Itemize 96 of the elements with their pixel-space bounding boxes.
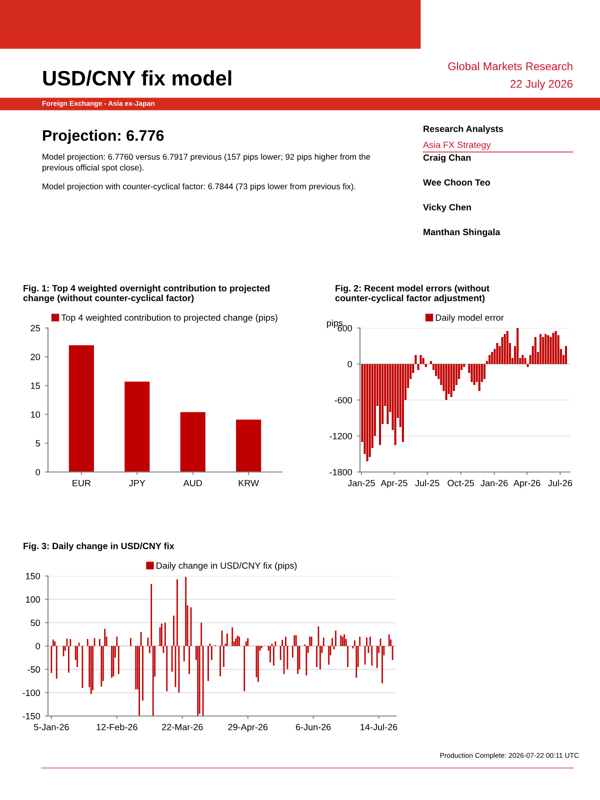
bar xyxy=(180,412,206,472)
x-tick-label: 12-Feb-26 xyxy=(96,724,138,730)
y-tick-label: -50 xyxy=(28,666,40,673)
bar xyxy=(473,364,476,385)
chart-title: Fig. 2: Recent model errors (without counter-cyclical factor adjustment) xyxy=(335,284,490,303)
y-tick-label: 50 xyxy=(30,620,40,626)
text: Model projection: 6.7760 versus 6.7917 previous (157 pips lower; 92 pips higher from the previous official spot close). xyxy=(42,154,370,172)
bar xyxy=(522,355,524,364)
bar xyxy=(368,364,371,457)
x-tick-label: Oct-25 xyxy=(448,480,474,486)
bar xyxy=(552,332,554,364)
bar xyxy=(501,337,504,364)
y-tick-label: -150 xyxy=(22,712,40,720)
text: 22 July 2026 xyxy=(510,80,573,90)
x-tick-label: Jul-25 xyxy=(415,480,440,486)
bar xyxy=(450,364,452,397)
x-tick-label: Jan-26 xyxy=(480,480,508,486)
bar xyxy=(366,364,368,462)
bar xyxy=(526,364,529,367)
bar xyxy=(491,352,494,364)
y-tick-label: -1200 xyxy=(330,432,352,440)
x-tick-label: Apr-25 xyxy=(380,480,408,488)
text: Craig Chan xyxy=(423,154,471,163)
y-tick-label: 0 xyxy=(348,360,352,368)
bar xyxy=(394,364,396,445)
text: Research Analysts xyxy=(424,125,504,134)
bar xyxy=(414,355,417,364)
bar xyxy=(236,420,262,472)
x-tick-label: KRW xyxy=(238,480,259,486)
y-tick-label: -600 xyxy=(334,396,352,404)
x-tick-label: EUR xyxy=(72,480,91,486)
bar xyxy=(379,364,382,445)
bar xyxy=(557,335,560,364)
bar xyxy=(496,343,498,364)
y-tick-label: 150 xyxy=(26,572,40,580)
bar xyxy=(554,331,557,364)
chart-title: Fig. 3: Daily change in USD/CNY fix xyxy=(24,542,174,551)
y-tick-label: 15 xyxy=(31,382,40,389)
chart-title: Fig. 1: Top 4 weighted overnight contribution to projected change (without counter-cyclical factor) xyxy=(23,284,270,303)
bar xyxy=(124,382,150,472)
x-tick-label: 22-Mar-26 xyxy=(162,724,203,730)
y-tick-label: -1800 xyxy=(330,468,352,476)
y-tick-label: 10 xyxy=(31,411,40,418)
y-tick-label: 5 xyxy=(36,440,40,447)
bar xyxy=(424,364,427,367)
text: Projection: 6.776 xyxy=(43,130,164,144)
x-tick-label: 14-Jul-26 xyxy=(360,724,398,730)
bar xyxy=(542,337,544,364)
x-tick-label: Jan-25 xyxy=(348,480,375,486)
bar xyxy=(68,345,94,472)
legend-label: Top 4 weighted contribution to projected change (pips) xyxy=(61,314,278,323)
bar xyxy=(544,334,547,364)
text: Asia FX Strategy xyxy=(423,141,491,150)
legend-label: Daily change in USD/CNY fix (pips) xyxy=(156,562,297,571)
bar xyxy=(435,364,438,376)
text: Manthan Shingala xyxy=(424,228,500,238)
bar xyxy=(488,355,491,364)
text: Global Markets Research xyxy=(448,62,572,70)
bar xyxy=(534,337,536,364)
x-tick-label: 29-Apr-26 xyxy=(228,724,268,732)
bar xyxy=(445,364,448,400)
bar xyxy=(470,364,473,382)
bar xyxy=(504,334,506,364)
bar xyxy=(420,355,422,364)
legend-label: Daily model error xyxy=(436,314,504,323)
x-tick-label: JPY xyxy=(129,480,146,486)
y-tick-label: 20 xyxy=(30,354,40,360)
bar xyxy=(422,358,424,364)
bar xyxy=(516,328,519,364)
bar xyxy=(478,364,480,391)
bar xyxy=(483,364,486,379)
bar xyxy=(524,358,526,364)
y-tick-label: 0 xyxy=(36,468,40,476)
x-tick-label: 5-Jan-26 xyxy=(34,724,69,730)
y-tick-label: 25 xyxy=(30,324,40,332)
bar xyxy=(417,364,420,370)
bar xyxy=(564,346,568,364)
bar xyxy=(402,364,404,442)
y-tick-label: 0 xyxy=(36,642,40,650)
bar xyxy=(547,335,550,364)
bar xyxy=(506,331,508,364)
x-tick-label: Jul-26 xyxy=(548,480,572,486)
bar xyxy=(463,364,466,367)
bar xyxy=(386,364,389,424)
bar xyxy=(430,361,432,364)
text: Vicky Chen xyxy=(423,204,471,212)
y-tick-label: 100 xyxy=(26,596,40,603)
bar xyxy=(540,334,542,364)
text: Model projection with counter-cyclical factor: 6.7844 (73 pips lower from previous fix). xyxy=(42,183,356,191)
text: Wee Choon Teo xyxy=(423,178,490,186)
y-tick-label: -100 xyxy=(22,690,40,696)
bar xyxy=(550,337,552,364)
x-tick-label: 6-Jun-26 xyxy=(296,724,331,730)
x-tick-label: AUD xyxy=(183,480,202,486)
x-tick-label: Apr-26 xyxy=(514,480,540,488)
text: USD/CNY fix model xyxy=(43,70,232,86)
